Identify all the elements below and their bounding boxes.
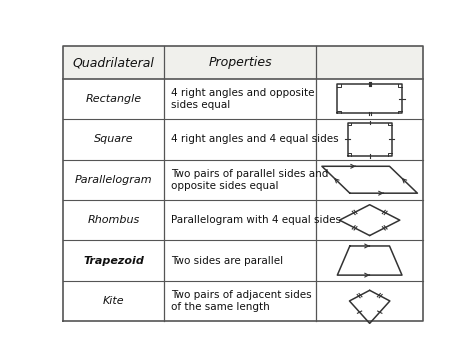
- Text: Two pairs of parallel sides and
opposite sides equal: Two pairs of parallel sides and opposite…: [171, 169, 328, 190]
- Text: Two sides are parallel: Two sides are parallel: [171, 256, 283, 266]
- Text: Trapezoid: Trapezoid: [83, 256, 144, 266]
- Bar: [63, 47, 423, 79]
- Text: Parallelogram with 4 equal sides: Parallelogram with 4 equal sides: [171, 215, 341, 225]
- Text: Properties: Properties: [209, 56, 272, 69]
- Text: Quadrilateral: Quadrilateral: [73, 56, 155, 69]
- Text: Square: Square: [94, 134, 133, 144]
- Text: Parallelogram: Parallelogram: [74, 175, 152, 185]
- Text: Rectangle: Rectangle: [85, 94, 142, 104]
- Text: 4 right angles and opposite
sides equal: 4 right angles and opposite sides equal: [171, 88, 315, 110]
- Text: Rhombus: Rhombus: [87, 215, 139, 225]
- Text: Kite: Kite: [103, 296, 124, 306]
- Text: 4 right angles and 4 equal sides: 4 right angles and 4 equal sides: [171, 134, 339, 144]
- Text: Two pairs of adjacent sides
of the same length: Two pairs of adjacent sides of the same …: [171, 290, 312, 312]
